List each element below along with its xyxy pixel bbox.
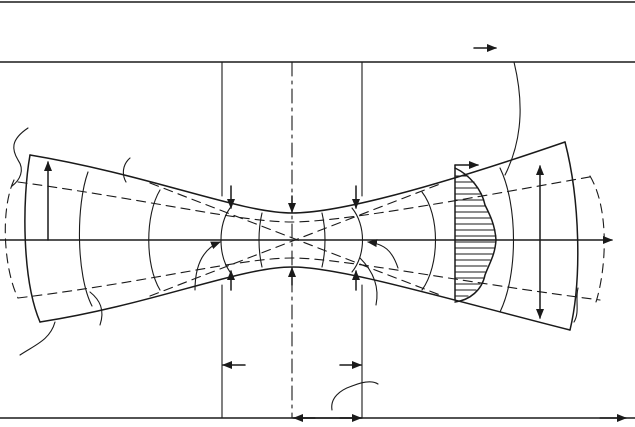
bottom-center-leader-tail	[351, 381, 379, 387]
right-end-wavefront	[564, 141, 579, 331]
wavefront-left-1	[78, 171, 93, 307]
profile-hatching	[454, 175, 497, 297]
wavefront-right-1	[321, 212, 326, 268]
wavefront-left-3	[220, 207, 231, 273]
gaussian-profile-curve	[454, 167, 497, 303]
left-leader-arrow	[194, 241, 221, 291]
wavefront-left-2	[148, 189, 161, 291]
inner-edge-lower-dashed	[17, 257, 601, 301]
bottom-center-leader	[331, 385, 353, 411]
left-end-wavefront	[24, 154, 41, 323]
bottom-left-leader	[19, 321, 56, 356]
right-leader-arrow	[367, 239, 399, 269]
asymptote-descending	[149, 182, 441, 296]
right-dashed-wavefront	[589, 175, 605, 303]
wavefront-right-4	[499, 167, 514, 313]
lower-left-leader	[89, 291, 103, 326]
inner-edge-upper-dashed	[17, 175, 596, 223]
right-lower-leader	[573, 287, 579, 323]
wavefront-right-3	[421, 191, 436, 291]
asymptote-ascending	[149, 183, 441, 297]
profile-leader-line	[504, 61, 521, 176]
beam-envelope-lower	[39, 266, 571, 331]
left-top-leader	[11, 127, 29, 187]
left-dashed-wavefront	[4, 179, 19, 299]
right-waist-leader	[359, 257, 378, 306]
wavefront-left-4	[258, 212, 263, 268]
upper-mid-leader	[122, 157, 131, 183]
wavefront-right-2	[351, 207, 363, 273]
